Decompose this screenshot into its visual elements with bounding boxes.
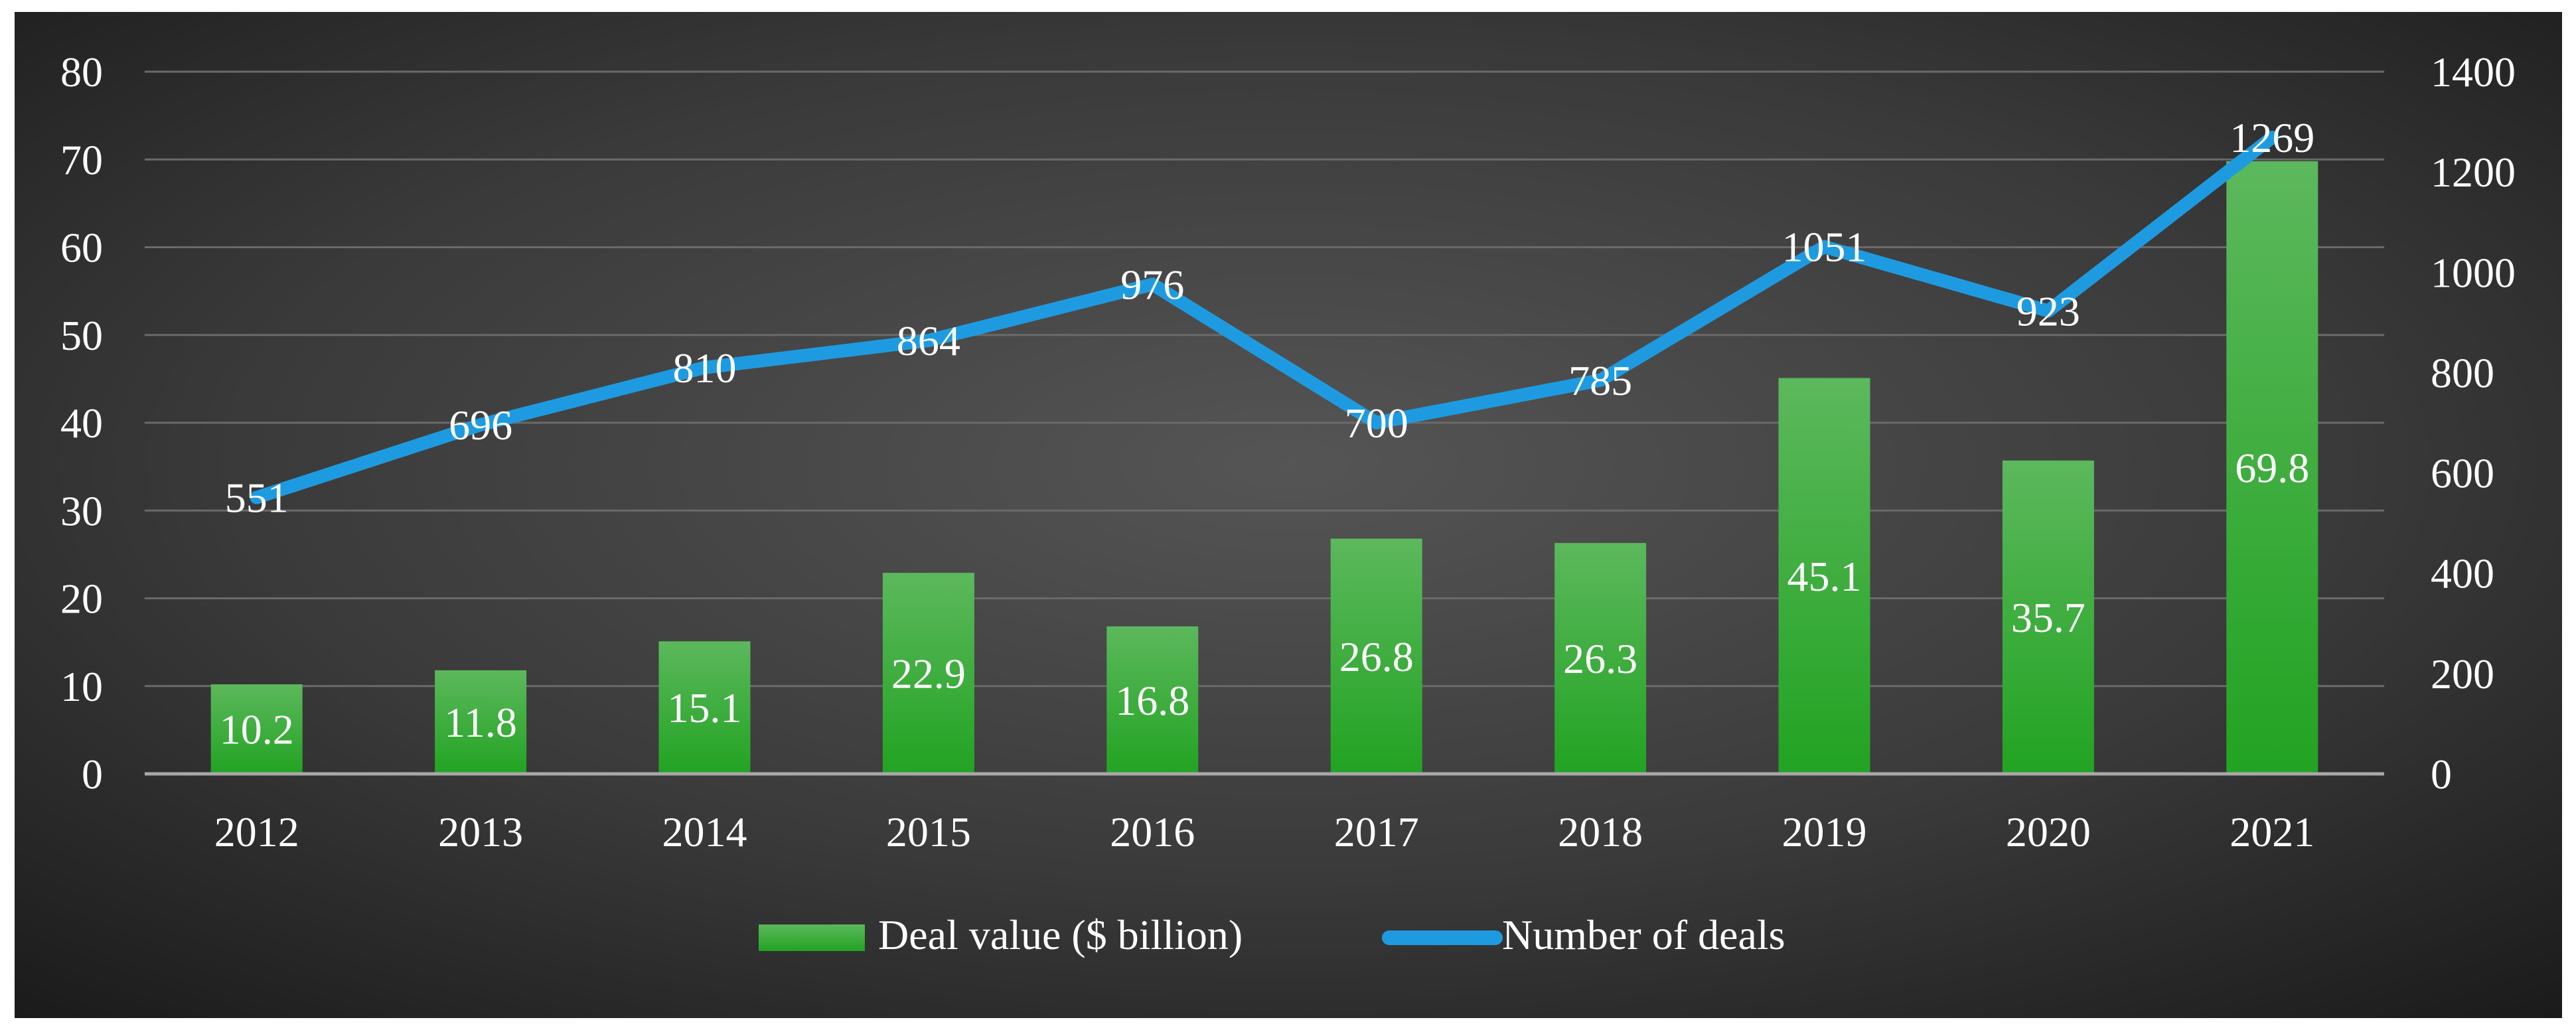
right-axis-tick-label: 800	[2431, 349, 2494, 396]
left-axis-tick-label: 20	[60, 575, 103, 623]
line-label-2017: 700	[1345, 400, 1408, 447]
bar-label-2021: 69.8	[2235, 444, 2309, 491]
bar-label-2018: 26.3	[1563, 635, 1637, 682]
line-point-2016[interactable]	[1146, 277, 1160, 291]
right-axis-tick-label: 600	[2431, 450, 2494, 497]
left-axis-tick-label: 0	[82, 751, 103, 798]
line-label-2018: 785	[1568, 357, 1632, 404]
x-axis-tick-label: 2014	[662, 808, 747, 855]
x-axis-tick-label: 2013	[438, 808, 523, 855]
line-label-2014: 810	[673, 344, 737, 392]
x-axis-tick-label: 2015	[886, 808, 971, 855]
legend-item-number-of-deals[interactable]: Number of deals	[1382, 911, 1785, 958]
gridlines	[145, 70, 2384, 688]
x-axis-tick-label: 2021	[2230, 808, 2314, 855]
bar-data-labels: 10.2 11.8 15.1 22.9 16.8 26.8 26.3 45.1 35.7 69.8	[220, 444, 2310, 753]
left-axis-tick-label: 60	[60, 224, 103, 271]
bar-label-2019: 45.1	[1787, 553, 1862, 600]
line-point-2019[interactable]	[1817, 240, 1831, 254]
legend-item-deal-value[interactable]: Deal value ($ billion)	[759, 911, 1243, 958]
bar-label-2017: 26.8	[1339, 633, 1414, 680]
number-of-deals-line[interactable]	[250, 130, 2279, 504]
line-label-2016: 976	[1120, 261, 1184, 308]
bar-2015[interactable]	[882, 573, 974, 774]
x-axis-tick-label: 2020	[2006, 808, 2091, 855]
bar-2017[interactable]	[1330, 538, 1422, 774]
number-of-deals-line-series	[250, 130, 2279, 504]
bar-2019[interactable]	[1778, 378, 1870, 774]
line-label-2013: 696	[449, 402, 512, 449]
line-point-2020[interactable]	[2041, 304, 2055, 318]
bar-2013[interactable]	[435, 670, 527, 774]
bar-label-2020: 35.7	[2011, 594, 2085, 641]
bar-label-2016: 16.8	[1115, 677, 1189, 724]
right-y-axis: 0 200 400 600 800 1000 1200 1400	[2431, 48, 2516, 798]
bar-2014[interactable]	[658, 641, 751, 774]
bar-2016[interactable]	[1106, 626, 1199, 774]
line-label-2019: 1051	[1782, 224, 1867, 271]
line-point-2021[interactable]	[2265, 130, 2279, 144]
line-point-2018[interactable]	[1594, 373, 1608, 387]
right-axis-tick-label: 1400	[2431, 48, 2516, 96]
line-label-2012: 551	[225, 475, 289, 522]
legend: Deal value ($ billion) Number of deals	[759, 911, 1785, 958]
legend-label-number-of-deals: Number of deals	[1502, 911, 1785, 958]
left-axis-tick-label: 30	[60, 487, 103, 534]
legend-label-deal-value: Deal value ($ billion)	[878, 911, 1243, 958]
x-axis: 2012 2013 2014 2015 2016 2017 2018 2019 2020 2021	[145, 772, 2384, 855]
x-axis-tick-label: 2016	[1110, 808, 1195, 855]
line-point-2017[interactable]	[1369, 416, 1383, 429]
right-axis-tick-label: 1000	[2431, 249, 2516, 296]
line-label-2021: 1269	[2230, 114, 2314, 161]
bar-label-2012: 10.2	[220, 706, 294, 753]
left-axis-tick-label: 10	[60, 663, 103, 710]
x-axis-tick-label: 2019	[1782, 808, 1867, 855]
bar-label-2013: 11.8	[444, 699, 517, 746]
line-point-2015[interactable]	[921, 334, 935, 348]
left-axis-tick-label: 50	[60, 312, 103, 359]
left-y-axis: 0 10 20 30 40 50 60 70 80	[60, 48, 103, 798]
line-label-2015: 864	[897, 317, 960, 364]
bar-2020[interactable]	[2002, 460, 2094, 774]
line-label-2020: 923	[2016, 287, 2080, 334]
line-data-labels: 551 696 810 864 976 700 785 1051 923 1269	[225, 114, 2315, 522]
legend-swatch-bar	[759, 924, 865, 951]
x-axis-tick-label: 2017	[1334, 808, 1419, 855]
bar-2018[interactable]	[1554, 543, 1647, 774]
line-point-2012[interactable]	[250, 490, 264, 504]
bar-2012[interactable]	[210, 684, 303, 774]
bar-label-2015: 22.9	[891, 650, 966, 698]
left-axis-tick-label: 70	[60, 136, 103, 183]
x-axis-tick-label: 2012	[214, 808, 299, 855]
bar-label-2014: 15.1	[668, 684, 742, 731]
left-axis-tick-label: 40	[60, 400, 103, 447]
right-axis-tick-label: 1200	[2431, 149, 2516, 196]
line-point-2013[interactable]	[474, 418, 488, 432]
chart-background	[15, 12, 2562, 1018]
right-axis-tick-label: 0	[2431, 751, 2452, 798]
bar-2021[interactable]	[2226, 161, 2318, 774]
line-point-2014[interactable]	[698, 360, 712, 374]
deal-value-bars	[210, 161, 2318, 774]
right-axis-tick-label: 400	[2431, 550, 2494, 597]
left-axis-tick-label: 80	[60, 48, 103, 96]
right-axis-tick-label: 200	[2431, 650, 2494, 698]
x-axis-tick-label: 2018	[1558, 808, 1643, 855]
